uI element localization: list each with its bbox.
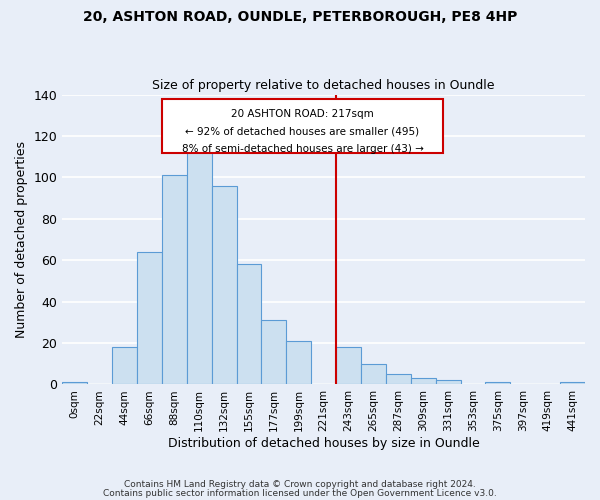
Text: 20 ASHTON ROAD: 217sqm: 20 ASHTON ROAD: 217sqm (231, 109, 374, 119)
Bar (436, 380, 461, 384)
Bar (162, 176, 187, 384)
Title: Size of property relative to detached houses in Oundle: Size of property relative to detached ho… (152, 79, 495, 92)
Bar (262, 320, 286, 384)
X-axis label: Distribution of detached houses by size in Oundle: Distribution of detached houses by size … (168, 437, 479, 450)
Text: 20, ASHTON ROAD, OUNDLE, PETERBOROUGH, PE8 4HP: 20, ASHTON ROAD, OUNDLE, PETERBOROUGH, P… (83, 10, 517, 24)
Text: 8% of semi-detached houses are larger (43) →: 8% of semi-detached houses are larger (4… (182, 144, 424, 154)
Bar (336, 347, 361, 385)
Bar (386, 374, 411, 384)
Bar (286, 341, 311, 384)
Bar (236, 264, 262, 384)
Text: ← 92% of detached houses are smaller (495): ← 92% of detached houses are smaller (49… (185, 126, 419, 136)
Text: Contains public sector information licensed under the Open Government Licence v3: Contains public sector information licen… (103, 488, 497, 498)
Bar (485, 382, 511, 384)
FancyBboxPatch shape (162, 98, 443, 152)
Bar (187, 148, 212, 384)
Bar (137, 252, 162, 384)
Bar (560, 382, 585, 384)
Bar (62, 382, 87, 384)
Bar (361, 364, 386, 384)
Bar (411, 378, 436, 384)
Y-axis label: Number of detached properties: Number of detached properties (15, 141, 28, 338)
Bar (212, 186, 236, 384)
Bar (112, 347, 137, 385)
Text: Contains HM Land Registry data © Crown copyright and database right 2024.: Contains HM Land Registry data © Crown c… (124, 480, 476, 489)
